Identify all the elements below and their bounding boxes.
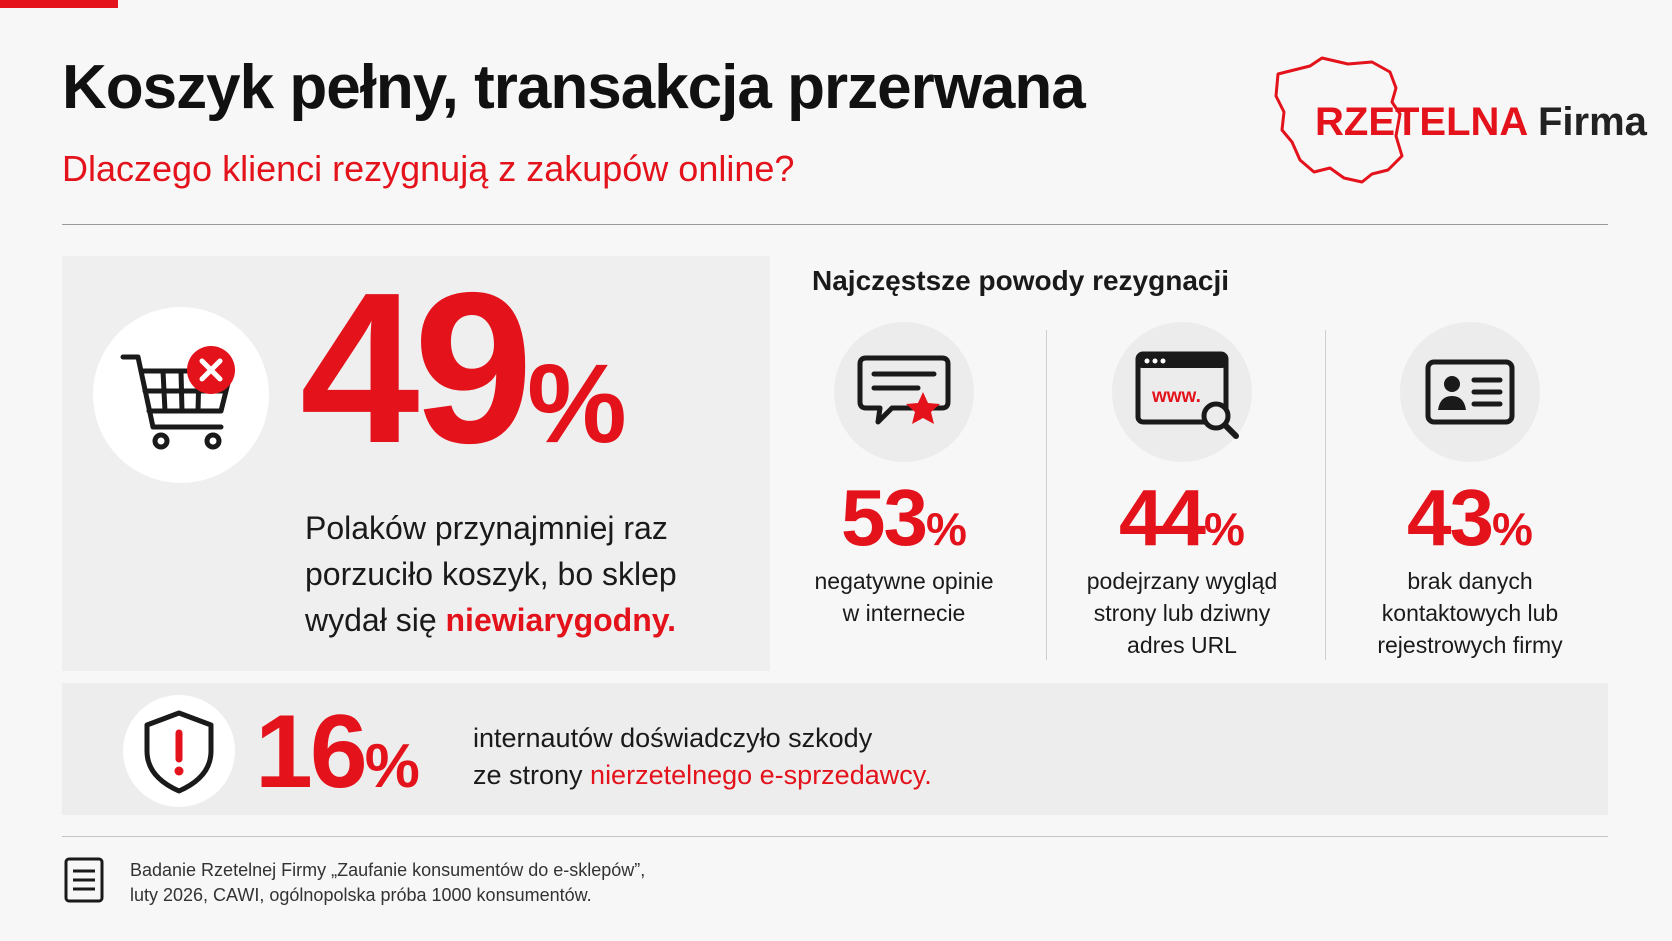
reason-3-line-3: rejestrowych firmy xyxy=(1377,632,1563,658)
reason-1-unit: % xyxy=(926,503,967,555)
reason-2-icon-circle: www. xyxy=(1112,322,1252,462)
reasons-title: Najczęstsze powody rezygnacji xyxy=(812,265,1230,296)
shield-warning-icon xyxy=(144,710,214,794)
damage-stat-unit: % xyxy=(364,732,420,801)
source-note: Badanie Rzetelnej Firmy „Zaufanie konsum… xyxy=(130,858,645,908)
reason-separator-1 xyxy=(1046,330,1047,660)
reason-1-value: 53% xyxy=(784,478,1024,558)
main-stat-line-1: Polaków przynajmniej raz xyxy=(305,510,668,546)
reason-3-value: 43% xyxy=(1350,478,1590,558)
reason-1-line-1: negatywne opinie xyxy=(814,568,994,594)
browser-icon-text: www. xyxy=(1151,386,1201,407)
source-line-2: luty 2026, CAWI, ogólnopolska próba 1000… xyxy=(130,885,592,905)
main-stat-line-3: wydał się niewiarygodny. xyxy=(305,597,725,643)
damage-stat-band xyxy=(62,683,1608,815)
reason-1-icon-circle xyxy=(834,322,974,462)
reason-1-description: negatywne opinie w internecie xyxy=(784,565,1024,629)
reason-2-number: 44 xyxy=(1119,473,1206,562)
reason-1-number: 53 xyxy=(841,473,928,562)
damage-stat-line-2: ze strony nierzetelnego e-sprzedawcy. xyxy=(473,757,932,794)
reason-3-description: brak danych kontaktowych lub rejestrowyc… xyxy=(1350,565,1590,661)
damage-stat-highlight: nierzetelnego e-sprzedawcy. xyxy=(590,760,932,790)
damage-stat-number: 16 xyxy=(255,694,368,810)
id-card-icon xyxy=(1425,359,1515,425)
main-stat-line-2: porzuciło koszyk, bo sklep xyxy=(305,556,677,592)
reason-3-line-2: kontaktowych lub xyxy=(1381,600,1559,626)
main-stat-value: 49% xyxy=(300,260,627,475)
cart-icon-circle xyxy=(93,307,269,483)
poland-map-logo-icon xyxy=(1274,56,1404,184)
damage-stat-line-2-prefix: ze strony xyxy=(473,760,591,790)
main-stat-highlight: niewiarygodny. xyxy=(445,602,677,638)
logo-brand-dark: Firma xyxy=(1537,100,1647,144)
reason-2-description: podejrzany wygląd strony lub dziwny adre… xyxy=(1062,565,1302,661)
reason-2-line-2: strony lub dziwny xyxy=(1093,600,1271,626)
reason-2-unit: % xyxy=(1204,503,1245,555)
reason-separator-2 xyxy=(1325,330,1326,660)
reason-2-line-3: adres URL xyxy=(1127,632,1237,658)
damage-stat-line-1: internautów doświadczyło szkody xyxy=(473,723,873,753)
abandoned-cart-icon xyxy=(120,346,235,450)
reason-3-line-1: brak danych xyxy=(1407,568,1533,594)
damage-stat-description: internautów doświadczyło szkody ze stron… xyxy=(473,720,932,794)
reason-3-icon-circle xyxy=(1400,322,1540,462)
logo-brand-red: RZETELNA xyxy=(1315,100,1527,144)
main-stat-description: Polaków przynajmniej raz porzuciło koszy… xyxy=(305,505,725,643)
review-star-icon xyxy=(857,355,951,425)
page-subtitle: Dlaczego klienci rezygnują z zakupów onl… xyxy=(62,148,795,189)
shield-icon-circle xyxy=(123,695,235,807)
reason-1-line-2: w internecie xyxy=(842,600,966,626)
top-accent-bar xyxy=(0,0,118,8)
header-divider xyxy=(62,224,1608,225)
reason-2-line-1: podejrzany wygląd xyxy=(1086,568,1278,594)
browser-search-icon: www. xyxy=(1135,351,1239,439)
page-title: Koszyk pełny, transakcja przerwana xyxy=(62,53,1086,122)
logo-wordmark: RZETELNA Firma xyxy=(1315,100,1647,145)
footer-divider xyxy=(62,836,1608,837)
reason-3-unit: % xyxy=(1492,503,1533,555)
main-stat-unit: % xyxy=(527,341,627,466)
main-stat-line-3-prefix: wydał się xyxy=(305,602,446,638)
reason-2-value: 44% xyxy=(1062,478,1302,558)
reason-3-number: 43 xyxy=(1407,473,1494,562)
damage-stat-value: 16% xyxy=(255,700,420,804)
document-icon xyxy=(64,857,104,903)
main-stat-number: 49 xyxy=(300,247,533,488)
source-line-1: Badanie Rzetelnej Firmy „Zaufanie konsum… xyxy=(130,860,646,880)
